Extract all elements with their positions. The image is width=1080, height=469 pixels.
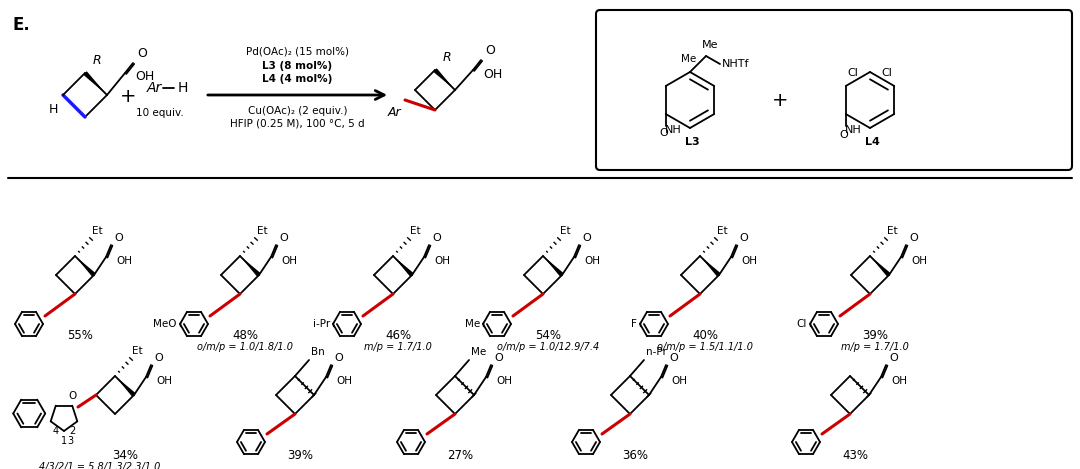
- Polygon shape: [700, 256, 720, 277]
- Text: O: O: [114, 233, 123, 243]
- Text: OH: OH: [135, 70, 154, 83]
- Text: O: O: [494, 353, 503, 363]
- Text: O: O: [839, 130, 848, 140]
- Polygon shape: [240, 256, 260, 277]
- Text: H: H: [49, 103, 58, 116]
- Text: O: O: [889, 353, 897, 363]
- Text: O: O: [582, 233, 591, 243]
- Text: Cl: Cl: [881, 68, 892, 78]
- Text: OH: OH: [483, 68, 502, 81]
- Text: NHTf: NHTf: [723, 59, 750, 69]
- Text: R: R: [443, 51, 451, 64]
- Text: OH: OH: [741, 256, 757, 266]
- Text: MeO: MeO: [153, 319, 177, 329]
- Text: 27%: 27%: [447, 449, 473, 462]
- Text: 54%: 54%: [535, 329, 561, 342]
- Text: OH: OH: [584, 256, 600, 266]
- Text: OH: OH: [891, 376, 907, 386]
- Text: OH: OH: [336, 376, 352, 386]
- Text: NH: NH: [846, 125, 862, 135]
- Text: L4: L4: [865, 137, 879, 147]
- Text: 39%: 39%: [862, 329, 888, 342]
- Polygon shape: [870, 256, 891, 277]
- Text: O: O: [669, 353, 678, 363]
- Text: R: R: [93, 54, 102, 67]
- Text: O: O: [279, 233, 287, 243]
- Text: 4: 4: [53, 426, 58, 436]
- Polygon shape: [543, 256, 564, 277]
- Text: 2: 2: [69, 426, 76, 436]
- Text: E.: E.: [12, 16, 30, 34]
- Text: i-Pr: i-Pr: [313, 319, 330, 329]
- Text: Et: Et: [561, 226, 570, 236]
- Text: m/p = 1.7/1.0: m/p = 1.7/1.0: [841, 342, 909, 352]
- Polygon shape: [114, 376, 136, 397]
- Text: o/m/p = 1.0/12.9/7.4: o/m/p = 1.0/12.9/7.4: [497, 342, 599, 352]
- Text: O: O: [660, 128, 669, 138]
- Text: Ar: Ar: [147, 81, 162, 95]
- Text: O: O: [739, 233, 747, 243]
- Text: OH: OH: [281, 256, 297, 266]
- Text: 55%: 55%: [67, 329, 93, 342]
- Text: Cl: Cl: [848, 68, 859, 78]
- Text: 3: 3: [67, 436, 73, 446]
- Text: 48%: 48%: [232, 329, 258, 342]
- Text: L3: L3: [685, 137, 700, 147]
- Text: 1: 1: [62, 436, 67, 446]
- Text: O: O: [154, 353, 163, 363]
- Text: Cu(OAc)₂ (2 equiv.): Cu(OAc)₂ (2 equiv.): [247, 106, 348, 116]
- Text: Et: Et: [92, 226, 103, 236]
- Text: O: O: [137, 47, 147, 60]
- Text: O: O: [432, 233, 441, 243]
- Polygon shape: [433, 68, 455, 90]
- FancyBboxPatch shape: [596, 10, 1072, 170]
- Text: O: O: [485, 44, 495, 57]
- Text: Et: Et: [257, 226, 268, 236]
- Text: 46%: 46%: [384, 329, 411, 342]
- Text: O: O: [334, 353, 342, 363]
- Text: o/m/p = 1.0/1.8/1.0: o/m/p = 1.0/1.8/1.0: [197, 342, 293, 352]
- Text: +: +: [772, 91, 788, 109]
- Polygon shape: [83, 71, 107, 95]
- Text: Pd(OAc)₂ (15 mol%): Pd(OAc)₂ (15 mol%): [246, 47, 349, 57]
- Text: Et: Et: [132, 346, 143, 356]
- Text: NH: NH: [665, 125, 681, 135]
- Text: 36%: 36%: [622, 449, 648, 462]
- Text: O: O: [68, 391, 77, 401]
- Text: OH: OH: [912, 256, 927, 266]
- Text: Et: Et: [887, 226, 897, 236]
- Text: L3 (8 mol%): L3 (8 mol%): [262, 61, 333, 71]
- Text: HFIP (0.25 M), 100 °C, 5 d: HFIP (0.25 M), 100 °C, 5 d: [230, 119, 365, 129]
- Text: 34%: 34%: [112, 449, 138, 462]
- Text: OH: OH: [671, 376, 687, 386]
- Text: 43%: 43%: [842, 449, 868, 462]
- Text: OH: OH: [434, 256, 450, 266]
- Text: +: +: [120, 86, 136, 106]
- Text: Me: Me: [680, 54, 696, 64]
- Text: 39%: 39%: [287, 449, 313, 462]
- Polygon shape: [393, 256, 414, 277]
- Text: OH: OH: [156, 376, 172, 386]
- Text: OH: OH: [496, 376, 512, 386]
- Text: m/p = 1.7/1.0: m/p = 1.7/1.0: [364, 342, 432, 352]
- Polygon shape: [75, 256, 96, 277]
- Text: 40%: 40%: [692, 329, 718, 342]
- Text: Et: Et: [410, 226, 420, 236]
- Text: H: H: [178, 81, 188, 95]
- Text: Ar: Ar: [388, 106, 401, 119]
- Text: n-Pr: n-Pr: [646, 347, 666, 357]
- Text: 4/3/2/1 = 5.8/1.3/2.3/1.0: 4/3/2/1 = 5.8/1.3/2.3/1.0: [39, 462, 161, 469]
- Text: Bn: Bn: [311, 347, 325, 357]
- Text: 10 equiv.: 10 equiv.: [136, 108, 184, 118]
- Text: o/m/p = 1.5/1.1/1.0: o/m/p = 1.5/1.1/1.0: [657, 342, 753, 352]
- Text: Me: Me: [702, 40, 718, 50]
- Text: Me: Me: [464, 319, 480, 329]
- Text: Me: Me: [471, 347, 486, 357]
- Text: O: O: [909, 233, 918, 243]
- Text: L4 (4 mol%): L4 (4 mol%): [262, 74, 333, 84]
- Text: F: F: [631, 319, 637, 329]
- Text: OH: OH: [116, 256, 132, 266]
- Text: Et: Et: [717, 226, 728, 236]
- Text: Cl: Cl: [797, 319, 807, 329]
